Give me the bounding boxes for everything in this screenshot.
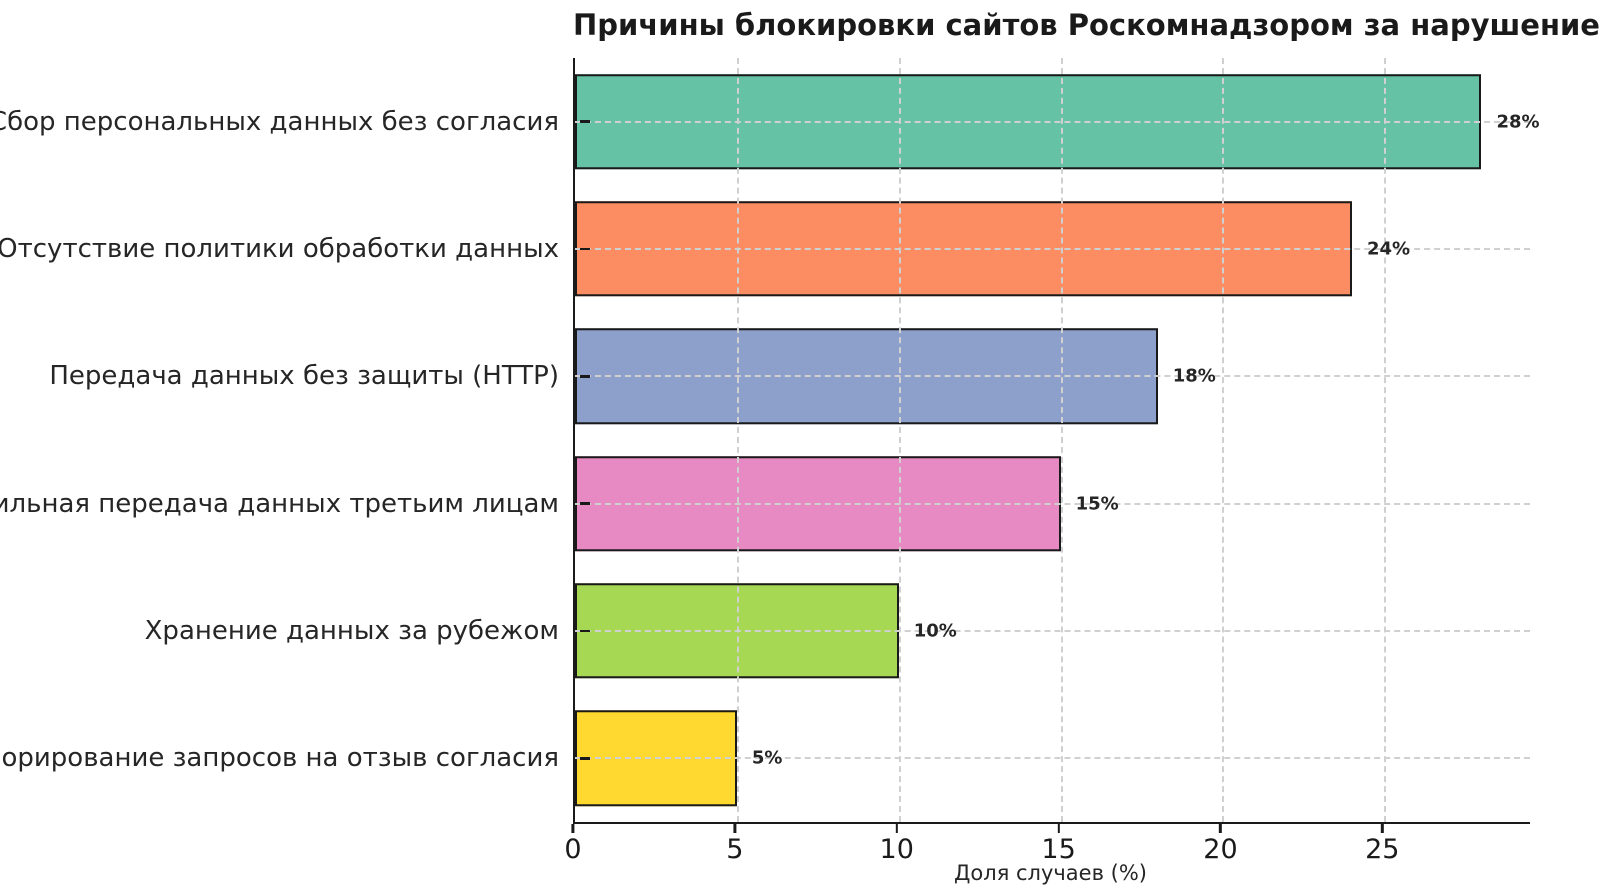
x-tick: 10 — [880, 824, 914, 865]
y-tick-mark — [580, 502, 590, 505]
x-tick-label: 20 — [1203, 834, 1238, 865]
vertical-gridlines — [575, 58, 1530, 822]
y-tick-mark — [580, 375, 590, 378]
chart-title: Причины блокировки сайтов Роскомнадзором… — [573, 8, 1600, 42]
x-tick-label: 0 — [564, 834, 582, 865]
value-label: 15% — [1075, 493, 1119, 515]
category-label: Сбор персональных данных без согласия — [0, 106, 559, 137]
x-tick: 15 — [1041, 824, 1076, 865]
horizontal-gridline — [575, 247, 1530, 250]
horizontal-gridline — [575, 757, 1530, 760]
category-label: Хранение данных за рубежом — [144, 615, 559, 646]
category-label: Передача данных без защиты (HTTP) — [49, 361, 559, 392]
bar-row: Хранение данных за рубежом 10% — [145, 567, 1530, 694]
x-tick: 5 — [726, 824, 743, 865]
x-axis-label: Доля случаев (%) — [954, 861, 1147, 885]
bar-row: Неправильная передача данных третьим лиц… — [0, 440, 1530, 567]
x-tick-mark — [733, 824, 737, 833]
y-tick-mark — [580, 247, 590, 251]
x-tick-mark — [895, 824, 898, 833]
x-tick-label: 10 — [879, 834, 914, 865]
vertical-gridline — [898, 58, 901, 822]
horizontal-gridline — [575, 629, 1530, 632]
x-tick-mark — [1057, 824, 1060, 833]
bar-row: Отсутствие политики обработки данных 24% — [0, 185, 1530, 312]
value-label: 28% — [1496, 111, 1540, 133]
x-tick-mark — [571, 824, 575, 833]
category-label: Отсутствие политики обработки данных — [0, 233, 559, 264]
vertical-gridline — [1060, 58, 1063, 822]
bar-row: Сбор персональных данных без согласия 28% — [0, 58, 1540, 185]
value-label: 24% — [1366, 238, 1411, 260]
vertical-gridline — [736, 58, 739, 822]
category-label: Неправильная передача данных третьим лиц… — [0, 488, 559, 519]
x-tick-mark — [1219, 824, 1222, 833]
x-tick: 20 — [1203, 824, 1238, 865]
bar-row: Игнорирование запросов на отзыв согласия… — [0, 695, 1530, 822]
vertical-gridline — [1222, 58, 1225, 822]
horizontal-gridline — [575, 120, 1530, 123]
x-tick-label: 15 — [1041, 834, 1076, 865]
x-tick: 0 — [564, 824, 582, 865]
x-tick-label: 5 — [726, 834, 744, 865]
value-label: 5% — [751, 747, 783, 769]
y-tick-mark — [580, 120, 590, 123]
bar-row: Передача данных без защиты (HTTP) 18% — [49, 313, 1530, 440]
vertical-gridline — [1384, 58, 1387, 822]
plot-area: Сбор персональных данных без согласия 28%… — [0, 58, 1540, 824]
value-label: 18% — [1172, 365, 1216, 387]
bar-rows: Сбор персональных данных без согласия 28%… — [0, 58, 1540, 822]
x-tick: 25 — [1365, 824, 1399, 865]
value-label: 10% — [913, 620, 957, 642]
category-label: Игнорирование запросов на отзыв согласия — [0, 743, 559, 774]
x-tick-mark — [1381, 824, 1384, 833]
y-tick-mark — [580, 629, 590, 633]
x-axis: 0 5 10 15 20 25 — [564, 824, 1528, 870]
horizontal-gridline — [575, 502, 1530, 505]
horizontal-gridline — [575, 375, 1530, 378]
y-tick-mark — [580, 757, 590, 760]
x-tick-label: 25 — [1365, 834, 1400, 865]
